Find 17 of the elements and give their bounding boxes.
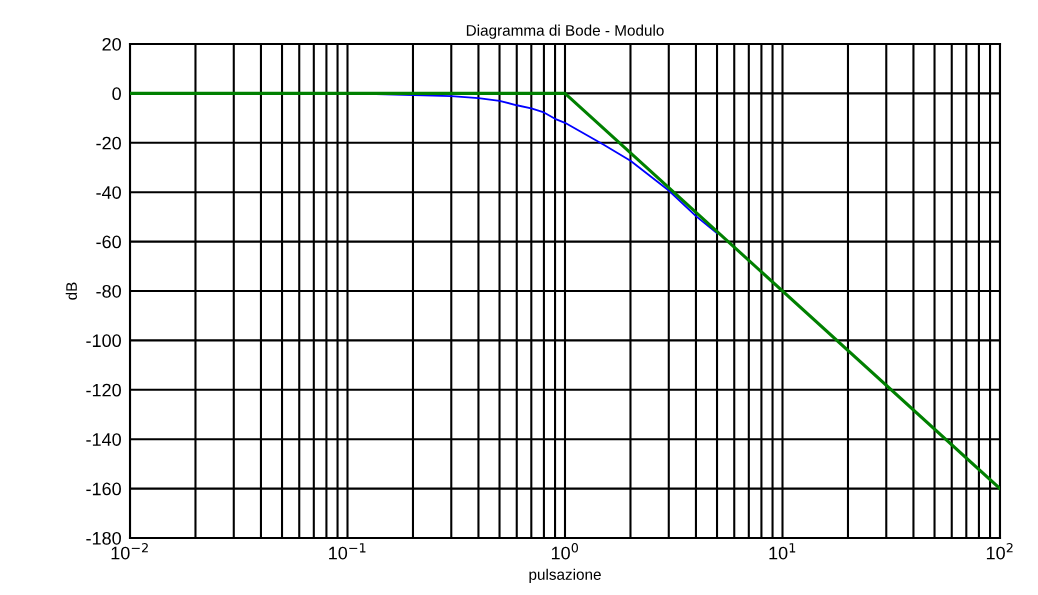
y-tick-label: -140: [86, 433, 121, 446]
y-tick-label: -60: [96, 235, 121, 249]
y-tick-label: 20: [102, 37, 121, 51]
y-tick-label: -100: [86, 334, 121, 348]
y-tick-label: 0: [112, 87, 121, 101]
y-tick-label: -120: [86, 383, 121, 397]
x-tick-label: 10$^{2}$: [986, 542, 1013, 560]
x-tick-label: 10$^{−1}$: [329, 543, 366, 560]
chart-title: Diagramma di Bode - Modulo: [466, 24, 664, 39]
y-tick-label: -80: [96, 284, 121, 298]
x-tick-label: 10$^{1}$: [769, 543, 796, 560]
y-tick-label: -160: [86, 482, 121, 496]
y-tick-label: -20: [96, 136, 121, 150]
y-axis-title: dB: [65, 282, 77, 300]
y-tick-label: -40: [96, 186, 121, 199]
x-tick-label: 10$^{0}$: [551, 542, 579, 560]
x-axis-title: pulsazione: [529, 568, 601, 583]
